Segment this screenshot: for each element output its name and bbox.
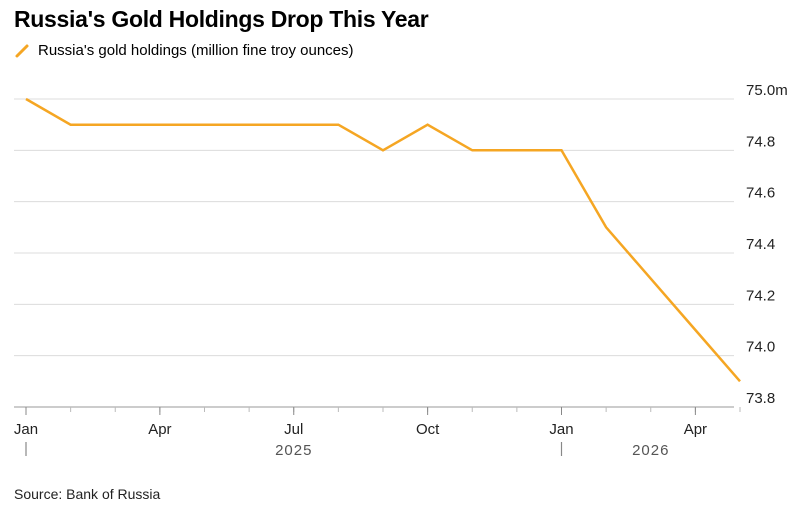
chart-title: Russia's Gold Holdings Drop This Year: [14, 6, 429, 32]
x-tick-label: Apr: [148, 421, 171, 438]
year-label: 2025: [275, 442, 312, 459]
series-line: [25, 97, 741, 383]
y-tick-label: 74.2: [746, 287, 775, 304]
y-tick-label: 73.8: [746, 390, 775, 407]
y-tick-label: 74.8: [746, 133, 775, 150]
legend-label: Russia's gold holdings (million fine tro…: [38, 42, 354, 59]
x-tick-label: Apr: [684, 421, 707, 438]
y-tick-label: 74.0: [746, 339, 775, 356]
y-tick-label: 74.6: [746, 185, 775, 202]
x-tick-label: Jul: [284, 421, 303, 438]
y-tick-label: 75.0m: [746, 82, 788, 99]
x-tick-label: Jan: [549, 421, 573, 438]
year-label: 2026: [632, 442, 669, 459]
x-tick-label: Jan: [14, 421, 38, 438]
source-note: Source: Bank of Russia: [14, 486, 161, 502]
legend: Russia's gold holdings (million fine tro…: [14, 42, 354, 59]
x-tick-label: Oct: [416, 421, 440, 438]
legend-swatch: [15, 44, 29, 57]
y-tick-label: 74.4: [746, 236, 775, 253]
